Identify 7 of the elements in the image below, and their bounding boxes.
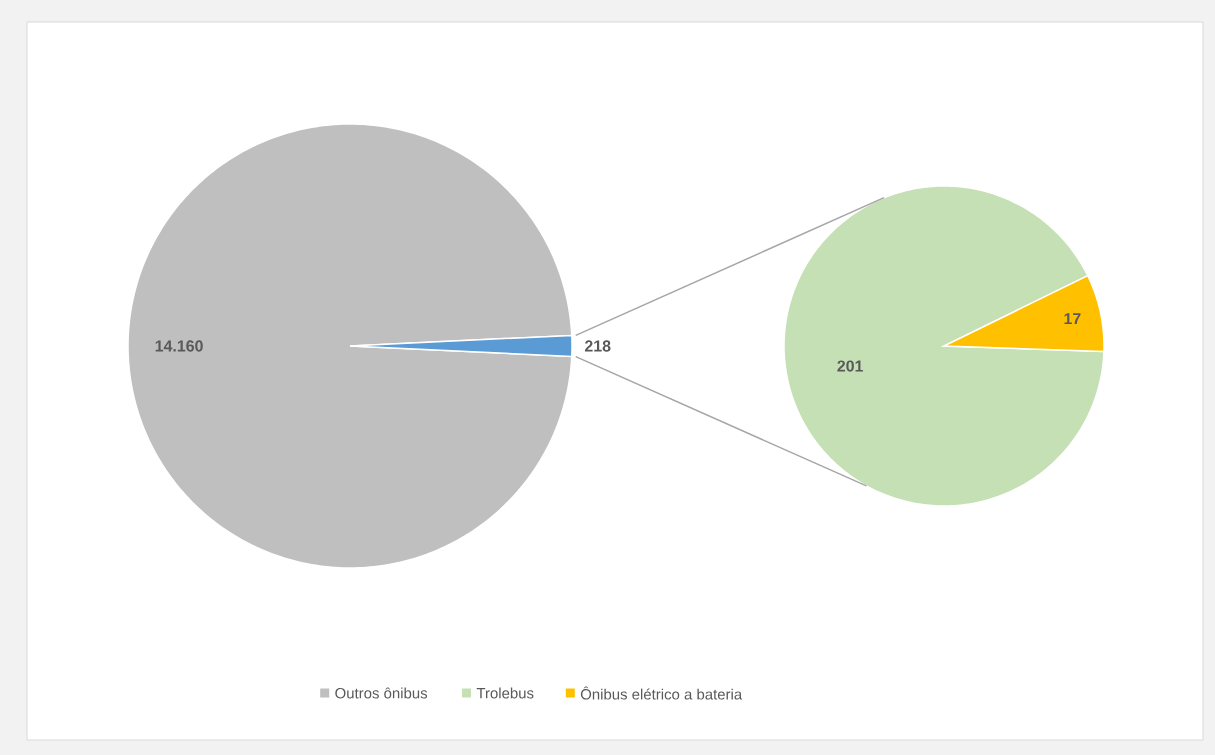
data-label: 218 xyxy=(584,340,611,352)
legend-label: Trolebus xyxy=(476,687,534,699)
legend-label: Ônibus elétrico a bateria xyxy=(580,686,743,700)
data-label: 201 xyxy=(837,360,863,372)
data-label: 14.160 xyxy=(155,340,203,352)
legend-label: Outros ônibus xyxy=(335,687,428,699)
data-label: 17 xyxy=(1064,313,1081,325)
